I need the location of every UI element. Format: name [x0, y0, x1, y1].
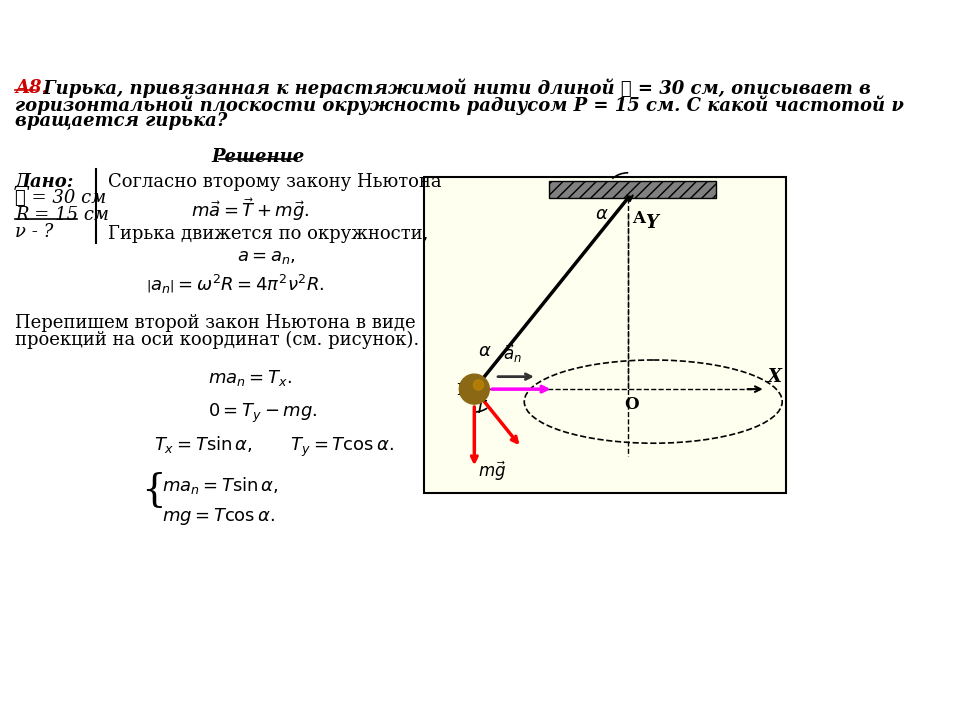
- Text: ν - ?: ν - ?: [15, 222, 53, 240]
- Text: $\vec{T}$: $\vec{T}$: [474, 395, 489, 418]
- Text: $mg = T\cos\alpha.$: $mg = T\cos\alpha.$: [162, 505, 276, 526]
- Text: $T_x = T\sin\alpha,\qquad T_y = T\cos\alpha.$: $T_x = T\sin\alpha,\qquad T_y = T\cos\al…: [154, 435, 394, 459]
- Text: {: {: [141, 472, 166, 509]
- Text: $a = a_n,$: $a = a_n,$: [237, 248, 296, 266]
- Text: горизонтальной плоскости окружность радиусом Р = 15 см. С какой частотой ν: горизонтальной плоскости окружность ради…: [15, 95, 904, 115]
- Text: Гирька движется по окружности,: Гирька движется по окружности,: [108, 225, 428, 243]
- Text: Y: Y: [645, 215, 658, 233]
- Text: A: A: [633, 210, 645, 228]
- Text: Перепишем второй закон Ньютона в виде: Перепишем второй закон Ньютона в виде: [15, 314, 416, 332]
- Text: ℓ = 30 см: ℓ = 30 см: [15, 189, 107, 207]
- Text: B: B: [456, 382, 470, 400]
- Text: $m\vec{g}$: $m\vec{g}$: [478, 459, 507, 482]
- Text: Решение: Решение: [211, 148, 304, 166]
- Text: вращается гирька?: вращается гирька?: [15, 112, 228, 130]
- Bar: [549, 181, 715, 198]
- Circle shape: [473, 380, 484, 390]
- Text: проекций на оси координат (см. рисунок).: проекций на оси координат (см. рисунок).: [15, 331, 420, 349]
- Text: Согласно второму закону Ньютона: Согласно второму закону Ньютона: [108, 173, 442, 191]
- Text: X: X: [768, 369, 782, 387]
- Text: R = 15 см: R = 15 см: [15, 206, 108, 224]
- Text: $ma_n = T\sin\alpha,$: $ma_n = T\sin\alpha,$: [162, 474, 279, 496]
- Text: $\left|a_n\right| = \omega^2 R = 4\pi^2\nu^2 R.$: $\left|a_n\right| = \omega^2 R = 4\pi^2\…: [146, 273, 324, 296]
- Text: $\alpha$: $\alpha$: [478, 342, 492, 360]
- Circle shape: [459, 374, 490, 404]
- Text: A8.: A8.: [15, 78, 48, 96]
- Text: Дано:: Дано:: [15, 173, 74, 191]
- Text: $\alpha$: $\alpha$: [595, 204, 609, 222]
- FancyBboxPatch shape: [424, 177, 786, 493]
- Text: $\vec{a}_n$: $\vec{a}_n$: [503, 343, 522, 365]
- Text: Гирька, привязанная к нерастяжимой нити длиной ℓ = 30 см, описывает в: Гирька, привязанная к нерастяжимой нити …: [36, 78, 871, 98]
- Text: O: O: [624, 396, 638, 413]
- Text: $0 = T_y - mg.$: $0 = T_y - mg.$: [208, 402, 318, 425]
- Text: $m\vec{a} = \vec{T} + m\vec{g}.$: $m\vec{a} = \vec{T} + m\vec{g}.$: [191, 196, 310, 223]
- Text: $ma_n = T_x.$: $ma_n = T_x.$: [208, 369, 292, 388]
